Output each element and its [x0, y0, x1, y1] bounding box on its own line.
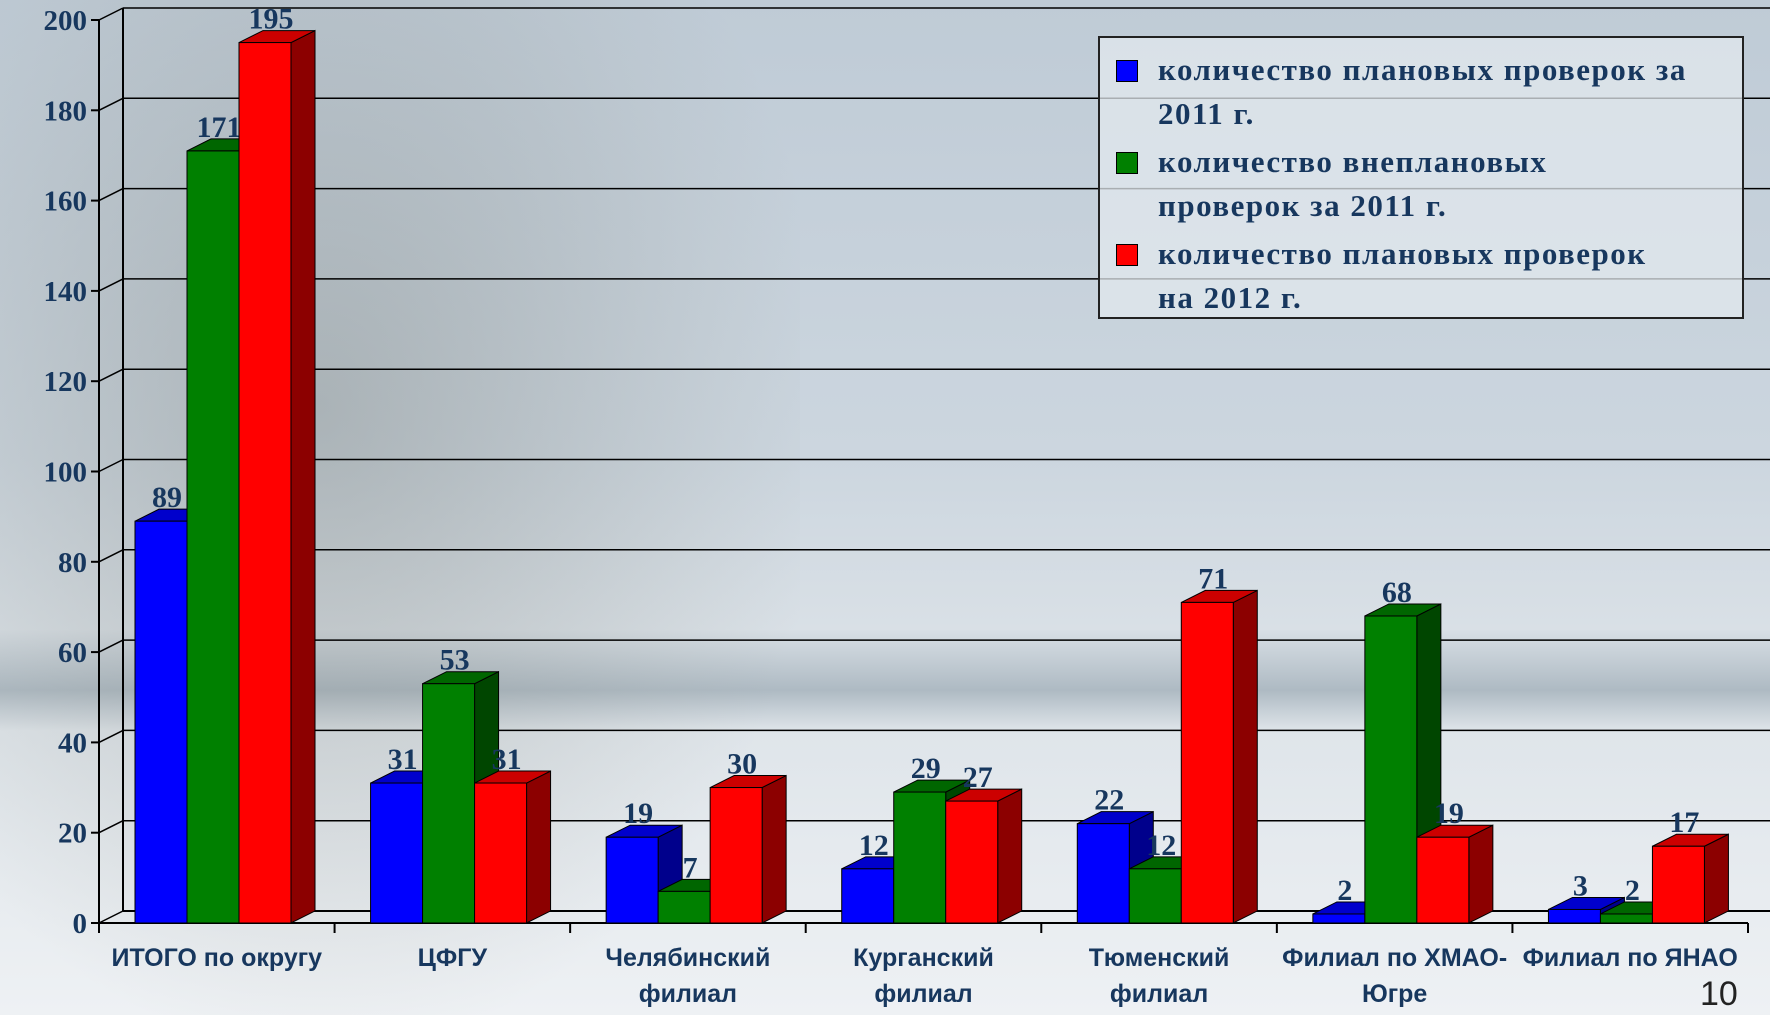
value-label: 27	[963, 761, 993, 794]
value-label: 89	[152, 481, 182, 514]
bar	[946, 789, 1022, 923]
y-tick-label: 100	[44, 457, 88, 489]
bar-front	[1313, 914, 1365, 923]
bar-front	[606, 837, 658, 923]
value-label: 19	[623, 797, 653, 830]
depth-line	[99, 821, 123, 833]
bar-front	[1077, 824, 1129, 923]
y-tick-label: 200	[44, 5, 88, 37]
page-number: 10	[1700, 975, 1738, 1014]
bar	[1652, 834, 1728, 923]
bar-front	[842, 869, 894, 923]
legend-item: количество плановых проверок на 2012 г.	[1158, 232, 1688, 320]
depth-line	[99, 189, 123, 201]
depth-line	[99, 911, 123, 923]
bar-front	[1365, 616, 1417, 923]
slide: 0 20 40 60 80 100 120 140 160 180 200 89 171 195 31 53 3…	[0, 0, 1770, 1015]
bar-front	[187, 151, 239, 923]
y-tick-label: 120	[44, 366, 88, 398]
value-label: 171	[197, 111, 242, 144]
value-label: 12	[1146, 829, 1176, 862]
value-label: 71	[1198, 562, 1228, 595]
bar-side	[1469, 825, 1493, 923]
bar-front	[1417, 837, 1469, 923]
depth-line	[99, 279, 123, 291]
value-label: 3	[1573, 869, 1588, 902]
y-tick-label: 160	[44, 186, 88, 218]
bar-front	[1129, 869, 1181, 923]
bar-side	[291, 31, 315, 923]
legend-item: количество внеплановых проверок за 2011 …	[1158, 140, 1688, 228]
bar-side	[1704, 834, 1728, 923]
bar	[1417, 825, 1493, 923]
value-label: 19	[1434, 797, 1464, 830]
bar-front	[371, 783, 423, 923]
bar-front	[710, 788, 762, 923]
bar-front	[239, 43, 291, 923]
bar-front	[946, 801, 998, 923]
x-tick-label: Челябинский филиал	[570, 940, 806, 1012]
bar	[710, 776, 786, 923]
bar-side	[998, 789, 1022, 923]
bar-side	[762, 776, 786, 923]
bar-front	[475, 783, 527, 923]
y-tick-label: 80	[58, 547, 87, 579]
value-label: 12	[859, 829, 889, 862]
y-tick-label: 40	[58, 727, 87, 759]
value-label: 53	[440, 644, 470, 677]
depth-line	[99, 640, 123, 652]
y-tick-label: 180	[44, 95, 88, 127]
bar	[1181, 590, 1257, 923]
value-label: 22	[1094, 784, 1124, 817]
bar-side	[527, 771, 551, 923]
x-tick-label: Филиал по ЯНАО	[1512, 940, 1748, 976]
value-label: 30	[727, 748, 757, 781]
value-label: 68	[1382, 576, 1412, 609]
legend-swatch	[1116, 152, 1138, 174]
x-tick-label: Филиал по ХМАО-Югре	[1277, 940, 1513, 1012]
depth-line	[99, 98, 123, 110]
value-label: 195	[249, 3, 294, 36]
value-label: 7	[683, 851, 698, 884]
bar-side	[1233, 590, 1257, 923]
value-label: 17	[1669, 806, 1699, 839]
bar-front	[658, 891, 710, 923]
x-tick-label: Тюменский филиал	[1041, 940, 1277, 1012]
value-label: 31	[388, 743, 418, 776]
y-tick-label: 0	[73, 908, 88, 940]
bar	[475, 771, 551, 923]
value-label: 2	[1337, 874, 1352, 907]
bar-front	[135, 521, 187, 923]
legend-swatch	[1116, 60, 1138, 82]
legend-label: количество плановых проверок на 2012 г.	[1158, 236, 1647, 315]
y-tick-label: 60	[58, 637, 87, 669]
x-tick-label: ЦФГУ	[334, 940, 570, 976]
bar-front	[1548, 909, 1600, 923]
depth-line	[99, 730, 123, 742]
bar-front	[1652, 846, 1704, 923]
y-tick-label: 20	[58, 818, 87, 850]
depth-line	[99, 550, 123, 562]
bar-front	[1600, 914, 1652, 923]
bar-front	[894, 792, 946, 923]
value-label: 31	[492, 743, 522, 776]
legend-label: количество внеплановых проверок за 2011 …	[1158, 144, 1547, 223]
y-tick-label: 140	[44, 276, 88, 308]
legend-label: количество плановых проверок за 2011 г.	[1158, 52, 1687, 131]
x-tick-label: Курганский филиал	[806, 940, 1042, 1012]
value-label: 2	[1625, 874, 1640, 907]
value-label: 29	[911, 752, 941, 785]
depth-line	[99, 369, 123, 381]
bar-front	[423, 684, 475, 923]
depth-line	[99, 460, 123, 472]
bar	[239, 31, 315, 923]
legend-item: количество плановых проверок за 2011 г.	[1158, 48, 1688, 136]
bar-front	[1181, 602, 1233, 923]
depth-line	[99, 8, 123, 20]
x-tick-label: ИТОГО по округу	[99, 940, 335, 976]
legend-swatch	[1116, 244, 1138, 266]
legend: количество плановых проверок за 2011 г. к…	[1098, 36, 1744, 319]
